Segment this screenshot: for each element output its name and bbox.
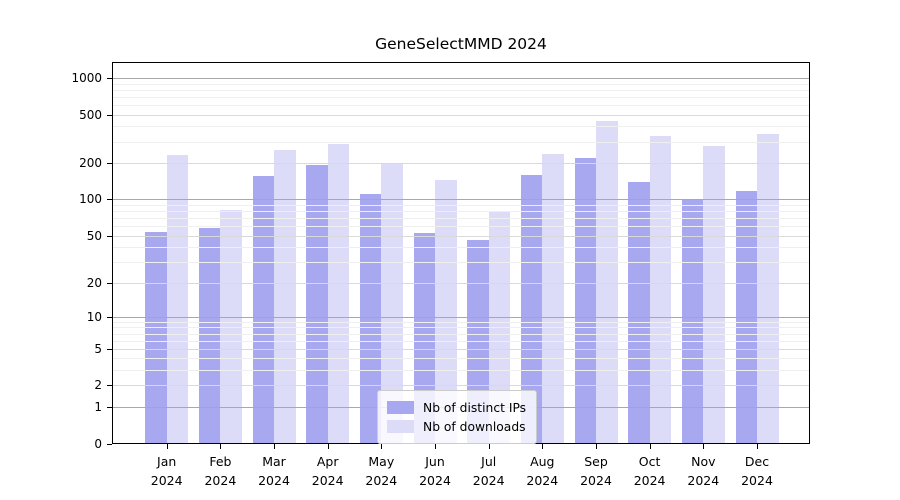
x-tick-label: Dec 2024: [741, 454, 773, 488]
x-tick-label: Jan 2024: [150, 454, 183, 488]
x-tick-label: May 2024: [365, 454, 398, 488]
x-tick-mark: [435, 444, 436, 449]
legend-swatch: [387, 420, 414, 433]
gridline-minor: [112, 105, 810, 106]
gridline: [112, 163, 810, 164]
gridline-minor: [112, 126, 810, 128]
gridline-minor: [112, 96, 810, 98]
y-tick-mark: [107, 163, 112, 164]
chart-title: GeneSelectMMD 2024: [375, 35, 547, 53]
plot-area: Nb of distinct IPs Nb of downloads 0 1 2 5 10…: [71, 62, 810, 488]
gridline-minor: [112, 211, 810, 212]
y-tick-label: 50: [86, 228, 102, 243]
y-tick-mark: [107, 443, 112, 445]
y-tick-mark: [107, 385, 112, 387]
gridline-minor: [112, 89, 810, 91]
gridline: [112, 235, 810, 237]
x-tick-label: Nov 2024: [687, 454, 720, 488]
y-tick-label: 1: [94, 399, 102, 414]
gridline-minor: [112, 261, 810, 263]
gridline-minor: [112, 247, 810, 249]
x-tick-mark: [381, 444, 383, 449]
x-tick-mark: [596, 444, 597, 449]
gridline-major: [112, 78, 810, 79]
bar-distinct-ips-aug: [520, 175, 543, 444]
x-tick-label: Aug 2024: [526, 454, 559, 488]
x-tick-label: Jun 2024: [419, 454, 451, 488]
x-tick-mark: [274, 444, 275, 449]
bar-downloads-jun: [435, 179, 457, 444]
grid-layer: [112, 62, 810, 444]
x-tick-mark: [542, 444, 544, 449]
gridline-minor: [112, 340, 810, 342]
bar-downloads-apr: [327, 144, 350, 444]
y-tick-label: 0: [94, 436, 102, 451]
gridline-minor: [112, 141, 810, 143]
gridline-major: [112, 199, 810, 201]
gridline-minor: [112, 358, 810, 360]
x-tick-mark: [327, 444, 329, 449]
y-tick-label: 20: [86, 275, 102, 290]
bar-distinct-ips-feb: [198, 227, 221, 444]
legend: Nb of distinct IPs Nb of downloads: [377, 390, 538, 444]
gridline-minor: [112, 218, 810, 219]
y-tick-mark: [107, 348, 112, 350]
legend-swatch: [387, 401, 414, 414]
x-tick-mark: [703, 444, 705, 449]
x-tick-label: Apr 2024: [311, 454, 344, 488]
y-tick-mark: [107, 78, 112, 79]
y-tick-label: 2: [94, 378, 102, 393]
x-tick-label: Oct 2024: [633, 454, 666, 488]
bar-downloads-oct: [649, 136, 672, 444]
y-tick-mark: [107, 199, 112, 201]
legend-item-label: Nb of distinct IPs: [423, 400, 527, 415]
y-tick-mark: [107, 114, 112, 116]
gridline: [112, 114, 810, 116]
gridline: [112, 348, 810, 350]
y-tick-mark: [107, 235, 112, 237]
y-tick-label: 5: [94, 341, 102, 356]
y-tick-label: 500: [79, 107, 102, 122]
y-tick-mark: [107, 406, 112, 408]
gridline-minor: [112, 333, 810, 335]
y-tick-mark: [107, 316, 112, 318]
gridline: [112, 385, 810, 387]
bar-distinct-ips-may: [359, 194, 382, 444]
legend-item: Nb of distinct IPs: [387, 398, 526, 417]
gridline-minor: [112, 321, 810, 323]
legend-item-label: Nb of downloads: [423, 419, 526, 434]
x-tick-mark: [166, 444, 168, 449]
gridline-minor: [112, 226, 810, 227]
y-tick-label: 200: [79, 156, 102, 170]
x-tick-mark: [488, 444, 490, 449]
x-tick-label: Feb 2024: [204, 454, 237, 488]
bar-distinct-ips-mar: [252, 176, 274, 444]
bar-downloads-nov: [703, 146, 725, 444]
x-tick-label: Mar 2024: [258, 454, 290, 488]
bar-distinct-ips-apr: [306, 164, 328, 444]
bar-distinct-ips-sep: [574, 158, 596, 444]
gridline-minor: [112, 370, 810, 372]
x-tick-mark: [649, 444, 651, 449]
gridline: [112, 282, 810, 284]
y-tick-label: 100: [79, 192, 102, 207]
x-tick-mark: [220, 444, 222, 449]
legend-item: Nb of downloads: [387, 417, 526, 436]
y-tick-label: 1000: [71, 71, 102, 85]
x-tick-label: Jul 2024: [472, 454, 505, 488]
gridline-major: [112, 316, 810, 318]
x-tick-label: Sep 2024: [580, 454, 612, 488]
bar-distinct-ips-nov: [681, 198, 704, 444]
y-tick-label: 10: [86, 309, 102, 324]
bar-distinct-ips-jan: [145, 231, 167, 444]
gridline-minor: [112, 327, 810, 329]
y-tick-mark: [107, 282, 112, 284]
gridline-minor: [112, 83, 810, 85]
x-tick-mark: [757, 444, 758, 449]
gridline-minor: [112, 204, 810, 206]
bar-downloads-may: [381, 163, 403, 444]
